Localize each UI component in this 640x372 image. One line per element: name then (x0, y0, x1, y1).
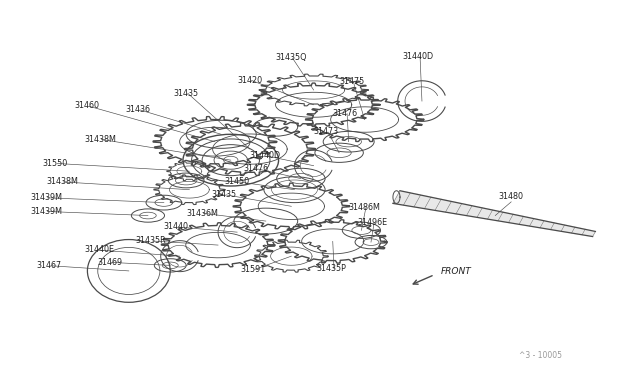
Text: 31486M: 31486M (349, 203, 381, 212)
Text: 31435: 31435 (212, 190, 237, 199)
Text: 31469: 31469 (97, 258, 122, 267)
Text: 31476: 31476 (333, 109, 358, 118)
Text: 31480: 31480 (499, 192, 524, 201)
Text: 31591: 31591 (241, 264, 266, 274)
Text: 31435R: 31435R (135, 236, 166, 245)
Text: 31467: 31467 (36, 261, 61, 270)
Text: 31440E: 31440E (84, 246, 114, 254)
Text: 31473: 31473 (314, 127, 339, 136)
Text: 31436: 31436 (125, 105, 150, 114)
Text: 31550: 31550 (43, 159, 68, 168)
Text: 31440D: 31440D (250, 151, 281, 160)
Text: 31435P: 31435P (317, 264, 347, 273)
Text: 31450: 31450 (225, 177, 250, 186)
Text: 31476: 31476 (244, 164, 269, 173)
Text: 31435Q: 31435Q (275, 54, 307, 62)
Text: 31440D: 31440D (403, 52, 434, 61)
Text: 31435: 31435 (173, 89, 198, 97)
Text: 31460: 31460 (75, 102, 100, 110)
Text: 31438M: 31438M (84, 135, 116, 144)
Text: FRONT: FRONT (441, 267, 472, 276)
Text: 31420: 31420 (237, 76, 262, 84)
Text: 31475: 31475 (339, 77, 364, 86)
Polygon shape (393, 191, 595, 237)
Text: 31440: 31440 (164, 222, 189, 231)
Text: 31438M: 31438M (46, 177, 78, 186)
Text: 31496E: 31496E (357, 218, 387, 227)
Text: 31439M: 31439M (30, 193, 62, 202)
Text: 31439M: 31439M (30, 207, 62, 216)
Text: 31436M: 31436M (186, 209, 218, 218)
Text: ^3 - 10005: ^3 - 10005 (519, 351, 562, 360)
